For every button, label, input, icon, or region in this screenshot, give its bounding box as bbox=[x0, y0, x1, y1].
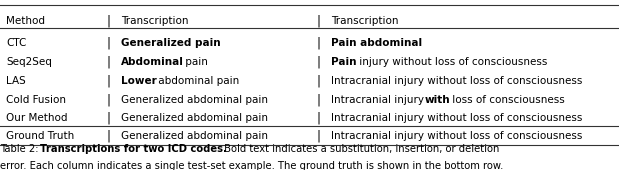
Text: |: | bbox=[317, 93, 321, 106]
Text: Lower: Lower bbox=[121, 76, 157, 86]
Text: |: | bbox=[106, 129, 110, 142]
Text: Transcriptions for two ICD codes.: Transcriptions for two ICD codes. bbox=[40, 144, 227, 154]
Text: |: | bbox=[106, 36, 110, 49]
Text: Generalized pain: Generalized pain bbox=[121, 38, 220, 48]
Text: |: | bbox=[317, 55, 321, 68]
Text: with: with bbox=[424, 95, 450, 105]
Text: |: | bbox=[317, 111, 321, 124]
Text: |: | bbox=[317, 129, 321, 142]
Text: Pain abdominal: Pain abdominal bbox=[332, 38, 422, 48]
Text: Cold Fusion: Cold Fusion bbox=[6, 95, 66, 105]
Text: loss of consciousness: loss of consciousness bbox=[449, 95, 565, 105]
Text: |: | bbox=[106, 111, 110, 124]
Text: Ground Truth: Ground Truth bbox=[6, 131, 74, 141]
Text: Generalized abdominal pain: Generalized abdominal pain bbox=[121, 131, 268, 141]
Text: pain: pain bbox=[182, 57, 207, 67]
Text: abdominal pain: abdominal pain bbox=[156, 76, 239, 86]
Text: Intracranial injury without loss of consciousness: Intracranial injury without loss of cons… bbox=[332, 113, 582, 123]
Text: Intracranial injury without loss of consciousness: Intracranial injury without loss of cons… bbox=[332, 131, 582, 141]
Text: error. Each column indicates a single test-set example. The ground truth is show: error. Each column indicates a single te… bbox=[0, 161, 504, 170]
Text: Intracranial injury without loss of consciousness: Intracranial injury without loss of cons… bbox=[332, 76, 582, 86]
Text: Bold text indicates a substitution, insertion, or deletion: Bold text indicates a substitution, inse… bbox=[221, 144, 499, 154]
Text: CTC: CTC bbox=[6, 38, 27, 48]
Text: Transcription: Transcription bbox=[121, 16, 188, 26]
Text: |: | bbox=[317, 36, 321, 49]
Text: Generalized abdominal pain: Generalized abdominal pain bbox=[121, 95, 268, 105]
Text: |: | bbox=[106, 55, 110, 68]
Text: |: | bbox=[106, 74, 110, 87]
Text: Transcription: Transcription bbox=[332, 16, 399, 26]
Text: Generalized abdominal pain: Generalized abdominal pain bbox=[121, 113, 268, 123]
Text: |: | bbox=[106, 93, 110, 106]
Text: Method: Method bbox=[6, 16, 45, 26]
Text: |: | bbox=[106, 15, 110, 28]
Text: Seq2Seq: Seq2Seq bbox=[6, 57, 52, 67]
Text: Abdominal: Abdominal bbox=[121, 57, 184, 67]
Text: LAS: LAS bbox=[6, 76, 26, 86]
Text: |: | bbox=[317, 74, 321, 87]
Text: Table 2:: Table 2: bbox=[0, 144, 42, 154]
Text: Intracranial injury: Intracranial injury bbox=[332, 95, 428, 105]
Text: injury without loss of consciousness: injury without loss of consciousness bbox=[356, 57, 547, 67]
Text: Our Method: Our Method bbox=[6, 113, 68, 123]
Text: Pain: Pain bbox=[332, 57, 357, 67]
Text: |: | bbox=[317, 15, 321, 28]
